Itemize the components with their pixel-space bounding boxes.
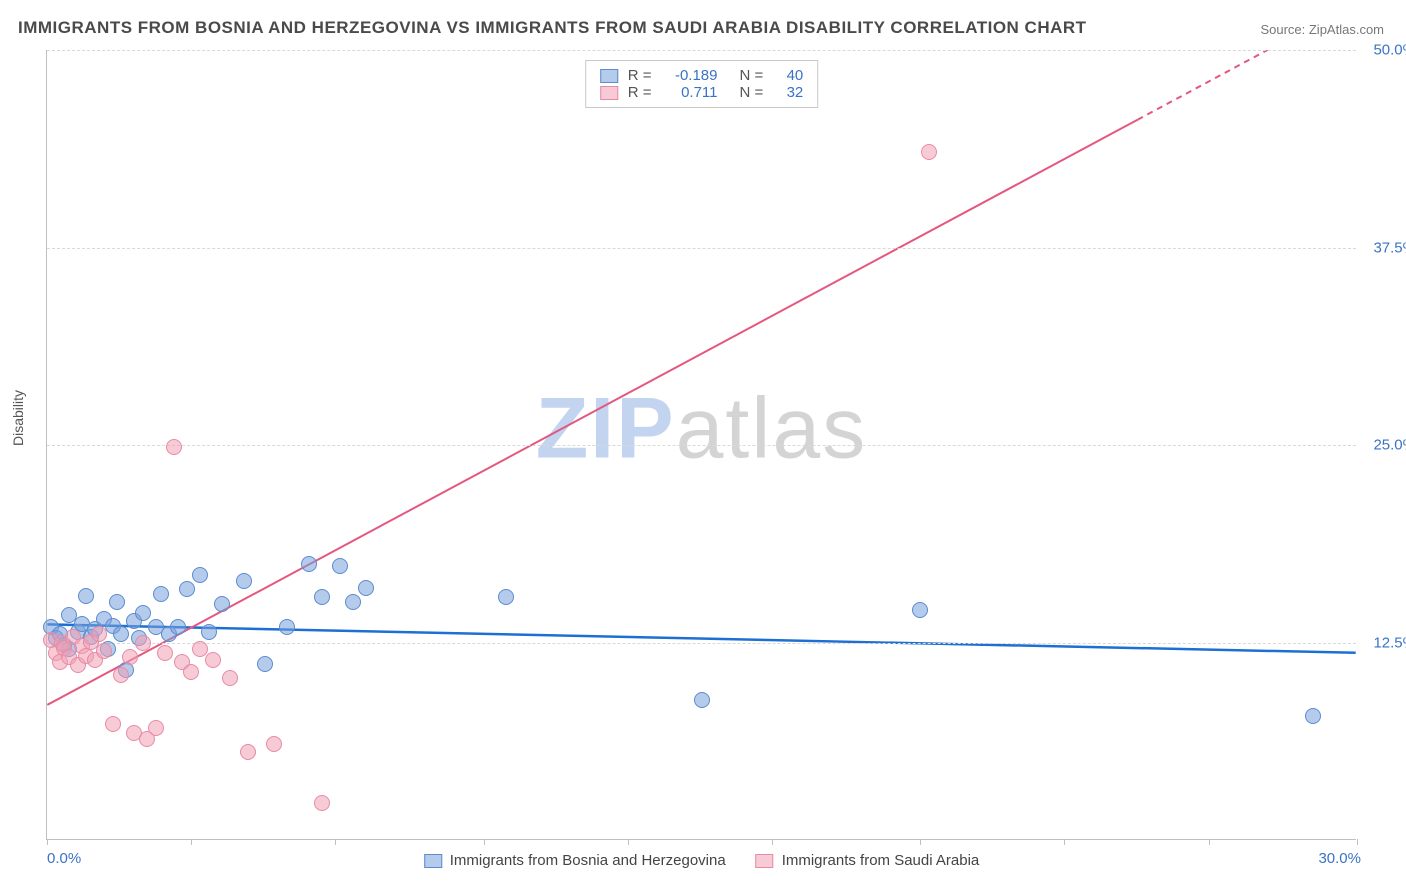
data-point	[96, 643, 112, 659]
data-point	[498, 589, 514, 605]
y-tick-label: 37.5%	[1361, 239, 1406, 256]
data-point	[148, 720, 164, 736]
legend-n-label: N =	[740, 84, 764, 101]
legend-swatch	[600, 86, 618, 100]
data-point	[205, 652, 221, 668]
data-point	[192, 567, 208, 583]
gridline	[47, 643, 1356, 644]
data-point	[113, 667, 129, 683]
data-point	[1305, 708, 1321, 724]
chart-title: IMMIGRANTS FROM BOSNIA AND HERZEGOVINA V…	[18, 18, 1087, 38]
data-point	[694, 692, 710, 708]
watermark-part1: ZIP	[536, 380, 676, 476]
data-point	[109, 594, 125, 610]
data-point	[78, 588, 94, 604]
x-tick	[335, 839, 336, 845]
data-point	[257, 656, 273, 672]
gridline	[47, 445, 1356, 446]
data-point	[113, 626, 129, 642]
data-point	[921, 144, 937, 160]
gridline	[47, 50, 1356, 51]
x-tick	[1357, 839, 1358, 845]
watermark: ZIPatlas	[536, 379, 867, 478]
legend-item: Immigrants from Saudi Arabia	[756, 852, 980, 869]
legend-row: R = 0.711 N = 32	[600, 84, 804, 101]
data-point	[236, 573, 252, 589]
data-point	[135, 605, 151, 621]
legend-row: R = -0.189 N = 40	[600, 67, 804, 84]
x-tick	[628, 839, 629, 845]
series-legend: Immigrants from Bosnia and Herzegovina Im…	[424, 852, 980, 869]
data-point	[222, 670, 238, 686]
x-tick	[1209, 839, 1210, 845]
data-point	[166, 439, 182, 455]
gridline	[47, 248, 1356, 249]
data-point	[153, 586, 169, 602]
legend-swatch	[600, 69, 618, 83]
y-axis-label: Disability	[10, 390, 26, 446]
source-attribution: Source: ZipAtlas.com	[1260, 22, 1384, 37]
data-point	[135, 635, 151, 651]
legend-r-value: -0.189	[662, 67, 718, 84]
x-tick	[191, 839, 192, 845]
y-tick-label: 12.5%	[1361, 634, 1406, 651]
legend-label: Immigrants from Saudi Arabia	[782, 852, 980, 869]
legend-swatch	[756, 854, 774, 868]
data-point	[314, 795, 330, 811]
data-point	[266, 736, 282, 752]
data-point	[301, 556, 317, 572]
data-point	[332, 558, 348, 574]
x-tick	[920, 839, 921, 845]
legend-n-value: 32	[773, 84, 803, 101]
x-tick	[1064, 839, 1065, 845]
legend-r-label: R =	[628, 84, 652, 101]
legend-r-value: 0.711	[662, 84, 718, 101]
scatter-plot-area: ZIPatlas R =-0.189N =40R =0.711N =32 0.0…	[46, 50, 1356, 840]
data-point	[240, 744, 256, 760]
data-point	[912, 602, 928, 618]
data-point	[358, 580, 374, 596]
data-point	[157, 645, 173, 661]
legend-n-label: N =	[740, 67, 764, 84]
correlation-legend: R = -0.189 N = 40 R = 0.711 N = 32	[585, 60, 819, 108]
data-point	[183, 664, 199, 680]
data-point	[105, 716, 121, 732]
x-axis-min-label: 0.0%	[47, 850, 81, 867]
legend-n-value: 40	[773, 67, 803, 84]
data-point	[201, 624, 217, 640]
data-point	[122, 649, 138, 665]
y-tick-label: 50.0%	[1361, 42, 1406, 59]
legend-item: Immigrants from Bosnia and Herzegovina	[424, 852, 726, 869]
data-point	[170, 619, 186, 635]
data-point	[91, 626, 107, 642]
data-point	[179, 581, 195, 597]
x-tick	[772, 839, 773, 845]
data-point	[279, 619, 295, 635]
x-tick	[47, 839, 48, 845]
data-point	[314, 589, 330, 605]
data-point	[214, 596, 230, 612]
x-axis-max-label: 30.0%	[1318, 850, 1361, 867]
legend-swatch	[424, 854, 442, 868]
data-point	[345, 594, 361, 610]
legend-label: Immigrants from Bosnia and Herzegovina	[450, 852, 726, 869]
y-tick-label: 25.0%	[1361, 437, 1406, 454]
x-tick	[484, 839, 485, 845]
legend-r-label: R =	[628, 67, 652, 84]
watermark-part2: atlas	[676, 380, 868, 476]
